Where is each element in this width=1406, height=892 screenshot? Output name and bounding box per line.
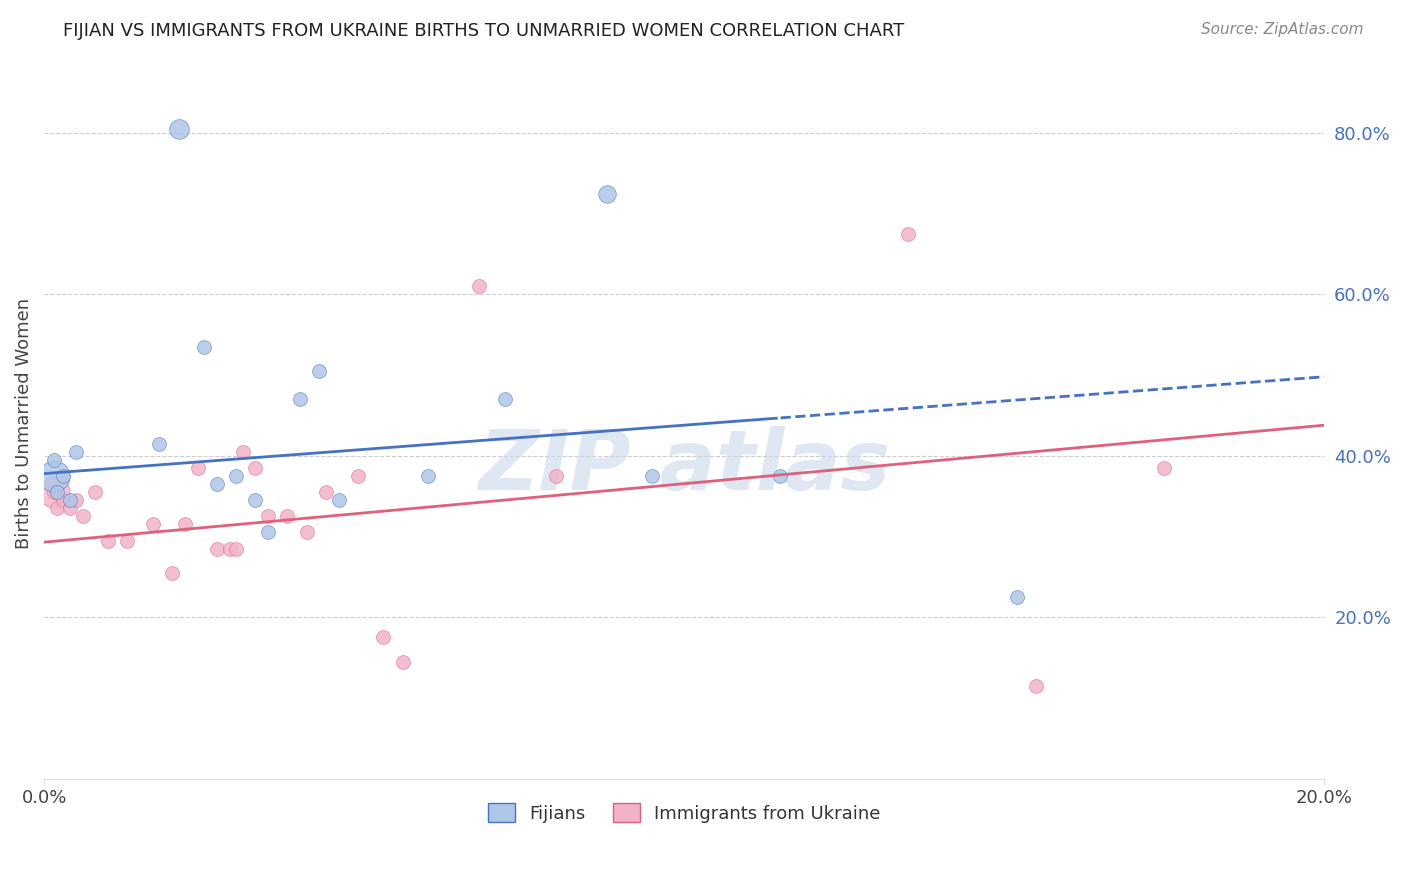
Point: [193, 340, 215, 354]
Point: [418, 469, 440, 483]
Point: [596, 186, 619, 201]
Point: [59, 493, 82, 508]
Point: [288, 392, 311, 407]
Point: [205, 477, 228, 491]
Text: Source: ZipAtlas.com: Source: ZipAtlas.com: [1201, 22, 1364, 37]
Point: [148, 436, 170, 450]
Point: [84, 485, 107, 500]
Point: [546, 469, 568, 483]
Point: [72, 509, 94, 524]
Point: [225, 469, 247, 483]
Point: [160, 566, 183, 580]
Point: [45, 501, 67, 516]
Point: [1153, 461, 1175, 475]
Point: [295, 525, 318, 540]
Point: [391, 655, 413, 669]
Point: [308, 364, 330, 378]
Point: [225, 541, 247, 556]
Point: [769, 469, 792, 483]
Point: [52, 469, 75, 483]
Point: [52, 493, 75, 508]
Point: [65, 493, 87, 508]
Point: [328, 493, 350, 508]
Point: [232, 444, 254, 458]
Point: [245, 493, 267, 508]
Point: [142, 517, 165, 532]
Point: [42, 485, 65, 500]
Point: [373, 631, 395, 645]
Point: [117, 533, 139, 548]
Point: [257, 509, 280, 524]
Point: [218, 541, 240, 556]
Point: [257, 525, 280, 540]
Point: [65, 444, 87, 458]
Point: [205, 541, 228, 556]
Point: [45, 485, 67, 500]
Point: [276, 509, 298, 524]
Point: [97, 533, 120, 548]
Legend: Fijians, Immigrants from Ukraine: Fijians, Immigrants from Ukraine: [481, 797, 887, 830]
Y-axis label: Births to Unmarried Women: Births to Unmarried Women: [15, 298, 32, 549]
Point: [174, 517, 197, 532]
Text: ZIP atlas: ZIP atlas: [478, 425, 890, 507]
Point: [494, 392, 516, 407]
Point: [468, 279, 491, 293]
Point: [42, 469, 65, 483]
Text: FIJIAN VS IMMIGRANTS FROM UKRAINE BIRTHS TO UNMARRIED WOMEN CORRELATION CHART: FIJIAN VS IMMIGRANTS FROM UKRAINE BIRTHS…: [63, 22, 904, 40]
Point: [315, 485, 337, 500]
Point: [1005, 590, 1028, 604]
Point: [1025, 679, 1047, 693]
Point: [59, 501, 82, 516]
Point: [245, 461, 267, 475]
Point: [897, 227, 920, 241]
Point: [346, 469, 368, 483]
Point: [42, 485, 65, 500]
Point: [641, 469, 664, 483]
Point: [42, 453, 65, 467]
Point: [187, 461, 209, 475]
Point: [167, 122, 190, 136]
